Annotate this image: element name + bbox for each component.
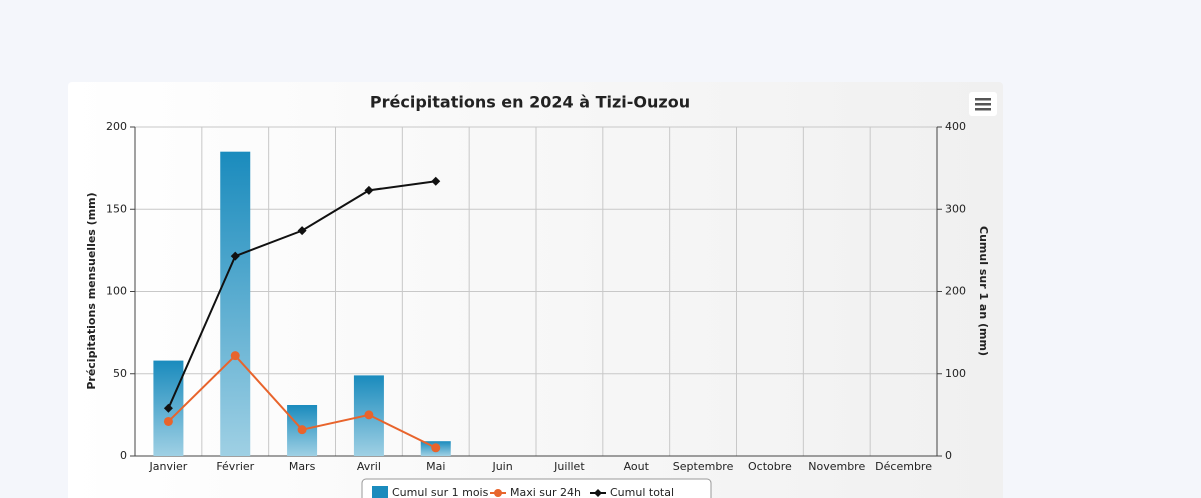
- point: [230, 351, 240, 361]
- y-tick-label: 100: [106, 285, 127, 298]
- point: [364, 185, 374, 195]
- x-tick-label: Décembre: [875, 460, 932, 473]
- point: [163, 416, 173, 426]
- chart-title: Précipitations en 2024 à Tizi-Ouzou: [370, 93, 690, 112]
- point: [431, 176, 441, 186]
- y-tick-label: 50: [113, 367, 127, 380]
- legend-label: Cumul sur 1 mois: [392, 486, 489, 498]
- legend-marker: [494, 489, 502, 497]
- point: [297, 226, 307, 236]
- point: [297, 425, 307, 435]
- legend-marker: [594, 489, 602, 497]
- y-tick-label: 0: [120, 449, 127, 462]
- x-tick-label: Février: [216, 460, 254, 473]
- x-tick-label: Septembre: [673, 460, 734, 473]
- legend-swatch: [372, 486, 388, 498]
- x-tick-label: Avril: [357, 460, 381, 473]
- x-tick-label: Mai: [426, 460, 445, 473]
- y2-tick-label: 100: [945, 367, 966, 380]
- y-tick-label: 150: [106, 202, 127, 215]
- x-tick-label: Juin: [491, 460, 512, 473]
- bar: [220, 151, 251, 457]
- y-tick-label: 200: [106, 120, 127, 133]
- menu-button[interactable]: [969, 92, 997, 116]
- y2-tick-label: 200: [945, 285, 966, 298]
- point: [163, 403, 173, 413]
- x-tick-label: Mars: [289, 460, 316, 473]
- y2-axis-title: Cumul sur 1 an (mm): [977, 226, 990, 356]
- y2-tick-label: 0: [945, 449, 952, 462]
- legend-box: [361, 478, 712, 498]
- point: [230, 251, 240, 261]
- x-tick-label: Aout: [624, 460, 650, 473]
- x-tick-label: Novembre: [808, 460, 865, 473]
- y-axis-title: Précipitations mensuelles (mm): [85, 192, 98, 389]
- x-tick-label: Juillet: [553, 460, 585, 473]
- x-tick-label: Janvier: [149, 460, 188, 473]
- point: [364, 410, 374, 420]
- y2-tick-label: 400: [945, 120, 966, 133]
- legend-label: Cumul total: [610, 486, 674, 498]
- x-tick-label: Octobre: [748, 460, 792, 473]
- legend-label: Maxi sur 24h: [510, 486, 581, 498]
- legend: Cumul sur 1 mois Maxi sur 24h Cumul total: [361, 478, 712, 498]
- point: [431, 443, 441, 453]
- y2-tick-label: 300: [945, 202, 966, 215]
